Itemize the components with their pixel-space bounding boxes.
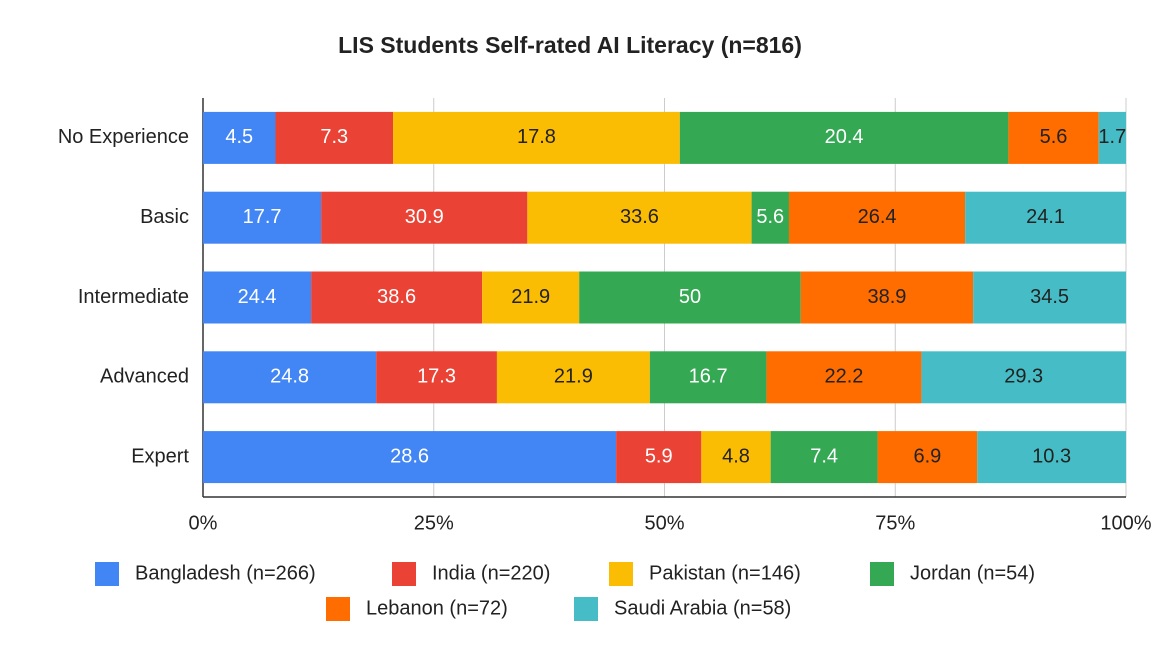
data-label: 17.3 [417,366,456,388]
legend-label: Lebanon (n=72) [366,597,508,619]
bar-segment [973,271,1126,324]
data-label: 21.9 [511,286,550,308]
bar-segment [203,111,276,164]
legend-swatch [609,562,633,586]
bar-segment [701,431,771,484]
bar-segment [800,271,974,324]
data-label: 5.9 [645,445,673,467]
data-label: 38.9 [867,286,906,308]
data-label: 17.8 [517,126,556,148]
x-tick-label: 100% [1100,512,1151,534]
legend-label: Pakistan (n=146) [649,562,801,584]
data-label: 5.6 [756,206,784,228]
y-tick-label: Basic [140,206,189,228]
data-label: 6.9 [913,445,941,467]
x-tick-label: 75% [875,512,915,534]
bar-segment [616,431,702,484]
data-label: 20.4 [825,126,864,148]
bar-segment [877,431,978,484]
legend-swatch [95,562,119,586]
legend-swatch [870,562,894,586]
data-label: 34.5 [1030,286,1069,308]
data-label: 24.8 [270,366,309,388]
bar-segment [1098,111,1126,164]
bar-segment [649,351,767,404]
chart-title: LIS Students Self-rated AI Literacy (n=8… [338,32,802,58]
bar-segment [203,191,322,244]
bar-segment [679,111,1009,164]
bar-segment [203,351,377,404]
bar-segment [788,191,966,244]
data-label: 50 [679,286,701,308]
y-tick-label: Expert [131,445,189,467]
legend-label: Bangladesh (n=266) [135,562,316,584]
y-tick-label: Intermediate [78,286,189,308]
bar-segment [496,351,650,404]
data-label: 33.6 [620,206,659,228]
x-tick-label: 0% [189,512,218,534]
bar-segment [770,431,878,484]
legend-label: Jordan (n=54) [910,562,1035,584]
data-label: 24.4 [238,286,277,308]
bar-segment [977,431,1126,484]
data-label: 4.5 [225,126,253,148]
bar-segment [766,351,922,404]
data-label: 22.2 [824,366,863,388]
legend-label: Saudi Arabia (n=58) [614,597,791,619]
legend-swatch [574,597,598,621]
legend-swatch [392,562,416,586]
data-label: 28.6 [390,445,429,467]
bar-segment [751,191,789,244]
data-label: 7.3 [320,126,348,148]
data-label: 5.6 [1040,126,1068,148]
bar-segment [482,271,580,324]
legend-label: India (n=220) [432,562,550,584]
bar-segment [376,351,497,404]
data-label: 26.4 [858,206,897,228]
data-label: 4.8 [722,445,750,467]
bar-segment [393,111,680,164]
y-tick-label: Advanced [100,366,189,388]
data-label: 29.3 [1004,366,1043,388]
data-label: 7.4 [810,445,838,467]
bar-segment [579,271,801,324]
x-tick-label: 25% [414,512,454,534]
bar-segment [921,351,1126,404]
data-label: 1.7 [1098,126,1126,148]
y-tick-label: No Experience [58,126,189,148]
bar-segment [1008,111,1099,164]
data-label: 21.9 [554,366,593,388]
data-label: 30.9 [405,206,444,228]
bar-segment [311,271,483,324]
data-label: 10.3 [1032,445,1071,467]
data-label: 17.7 [243,206,282,228]
data-label: 16.7 [689,366,728,388]
data-label: 38.6 [377,286,416,308]
legend-swatch [326,597,350,621]
bar-segment [203,431,617,484]
bar-segment [527,191,752,244]
bar-segment [275,111,394,164]
x-tick-label: 50% [644,512,684,534]
data-label: 24.1 [1026,206,1065,228]
bar-segment [965,191,1126,244]
bar-segment [321,191,528,244]
bar-segment [203,271,312,324]
